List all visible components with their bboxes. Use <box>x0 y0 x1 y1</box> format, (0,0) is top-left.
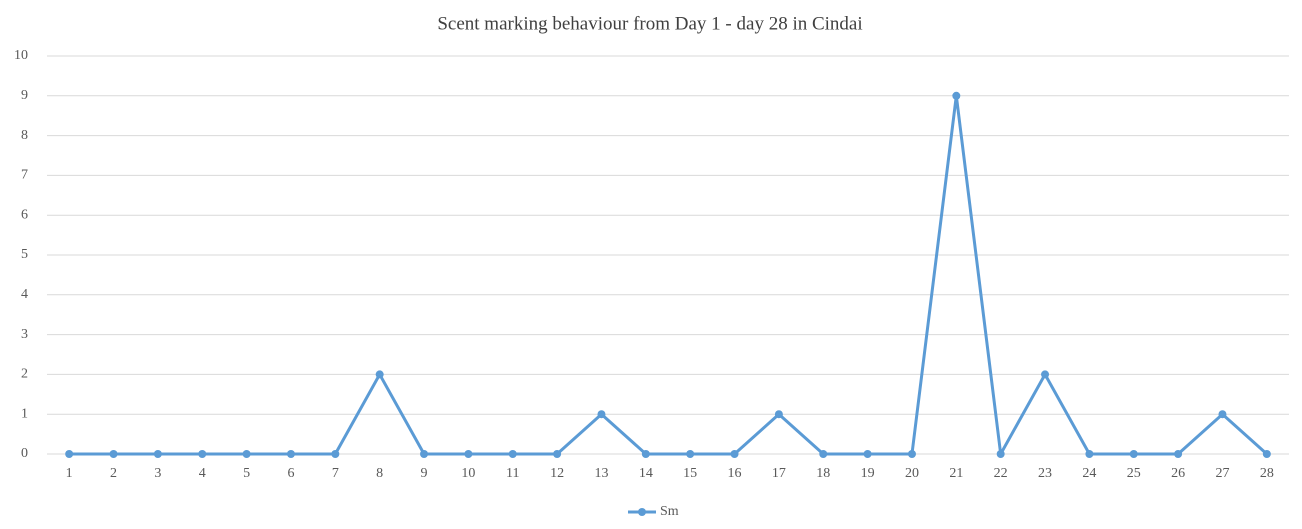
x-tick-label: 14 <box>639 466 653 481</box>
x-tick-label: 8 <box>376 466 383 481</box>
data-point <box>420 450 429 458</box>
data-point <box>553 450 562 458</box>
data-point <box>464 450 473 458</box>
data-point <box>198 450 207 458</box>
x-tick-label: 15 <box>683 466 697 481</box>
data-point <box>286 450 295 458</box>
y-tick-label: 10 <box>14 48 28 63</box>
x-tick-label: 28 <box>1260 466 1274 481</box>
data-point <box>774 410 783 419</box>
y-tick-label: 2 <box>21 367 28 382</box>
x-tick-label: 5 <box>243 466 250 481</box>
y-tick-label: 7 <box>21 168 28 183</box>
x-tick-label: 27 <box>1215 466 1229 481</box>
data-point <box>996 450 1005 458</box>
x-tick-label: 26 <box>1171 466 1185 481</box>
x-tick-label: 1 <box>66 466 73 481</box>
x-tick-label: 19 <box>861 466 875 481</box>
x-tick-label: 11 <box>506 466 519 481</box>
x-tick-label: 24 <box>1082 466 1096 481</box>
data-point <box>907 450 916 458</box>
data-point <box>1129 450 1138 458</box>
y-tick-label: 8 <box>21 128 28 143</box>
data-point <box>1085 450 1094 458</box>
data-point <box>65 450 74 458</box>
x-tick-label: 21 <box>949 466 963 481</box>
y-tick-label: 6 <box>21 207 28 222</box>
x-tick-label: 17 <box>772 466 786 481</box>
data-point <box>1218 410 1227 419</box>
data-point <box>641 450 650 458</box>
data-point <box>109 450 118 458</box>
x-tick-label: 16 <box>728 466 742 481</box>
chart-title: Scent marking behaviour from Day 1 - day… <box>437 13 862 34</box>
x-tick-label: 20 <box>905 466 919 481</box>
data-point <box>1174 450 1183 458</box>
data-point <box>331 450 340 458</box>
data-point <box>153 450 162 458</box>
x-tick-label: 3 <box>154 466 161 481</box>
data-point <box>597 410 606 419</box>
data-point <box>863 450 872 458</box>
x-tick-label: 2 <box>110 466 117 481</box>
x-tick-label: 7 <box>332 466 339 481</box>
y-tick-label: 5 <box>21 247 28 262</box>
x-tick-label: 25 <box>1127 466 1141 481</box>
y-tick-label: 9 <box>21 88 28 103</box>
x-tick-label: 9 <box>421 466 428 481</box>
series-line <box>69 94 1268 456</box>
y-tick-label: 1 <box>21 406 28 421</box>
data-point <box>508 450 517 458</box>
legend-label: Sm <box>660 504 679 519</box>
y-tick-label: 3 <box>21 327 28 342</box>
data-point <box>952 91 961 100</box>
x-tick-label: 12 <box>550 466 564 481</box>
x-tick-label: 10 <box>461 466 475 481</box>
data-point <box>686 450 695 458</box>
legend-marker <box>638 508 646 516</box>
x-tick-label: 22 <box>994 466 1008 481</box>
x-tick-label: 6 <box>287 466 294 481</box>
data-point <box>1041 370 1050 379</box>
y-tick-label: 4 <box>21 287 28 302</box>
x-tick-label: 23 <box>1038 466 1052 481</box>
data-point <box>819 450 828 458</box>
y-tick-label: 0 <box>21 446 28 461</box>
data-point <box>375 370 384 379</box>
x-tick-label: 18 <box>816 466 830 481</box>
x-tick-label: 13 <box>594 466 608 481</box>
data-point <box>1262 450 1271 458</box>
data-point <box>242 450 251 458</box>
x-tick-label: 4 <box>199 466 206 481</box>
data-point <box>730 450 739 458</box>
